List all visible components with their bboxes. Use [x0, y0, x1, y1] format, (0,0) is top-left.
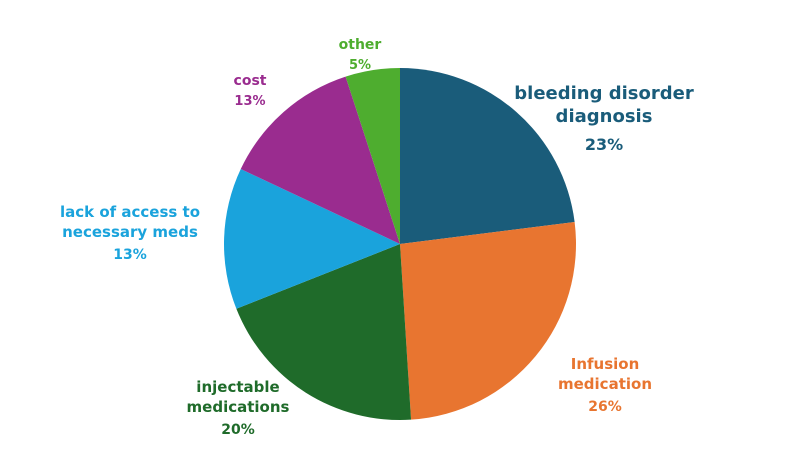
slice-label-access-line-1: lack of access to: [59, 203, 201, 221]
slice-label-injectable-line-1: injectable: [196, 378, 280, 396]
slice-label-access: lack of access to necessary meds 13%: [60, 203, 200, 264]
slice-label-bleeding-line-1: bleeding disorder: [514, 83, 694, 104]
pie-slice-cost: [240, 76, 400, 244]
pie-slice-infusion: [400, 221, 576, 420]
pie-slice-bleeding: [400, 68, 575, 244]
slice-label-cost-line-1: cost: [233, 73, 267, 89]
slice-label-access-line-2: necessary meds: [62, 222, 198, 241]
slice-label-other-line-1: other: [338, 37, 382, 53]
slice-value-other: 5%: [348, 58, 372, 74]
slice-label-infusion: Infusion medication 26%: [558, 355, 652, 416]
slice-value-cost: 13%: [234, 94, 266, 110]
slice-label-bleeding-line-2: diagnosis: [555, 106, 653, 128]
slice-value-injectable: 20%: [221, 422, 255, 438]
slice-value-bleeding: 23%: [584, 134, 624, 154]
slice-label-injectable: injectable medications 20%: [187, 378, 290, 439]
slice-label-bleeding: bleeding disorder diagnosis 23%: [514, 82, 693, 156]
pie-slice-other: [345, 68, 400, 244]
slice-label-infusion-line-1: Infusion: [570, 355, 640, 373]
pie-slice-access: [223, 169, 400, 309]
slice-label-infusion-line-2: medication: [558, 374, 652, 393]
slice-label-cost: cost 13%: [234, 72, 267, 111]
slice-label-injectable-line-2: medications: [186, 397, 290, 416]
pie-slice-injectable: [236, 244, 412, 420]
slice-value-infusion: 26%: [588, 399, 622, 415]
slice-value-access: 13%: [113, 247, 147, 263]
slice-label-other: other 5%: [339, 36, 382, 75]
